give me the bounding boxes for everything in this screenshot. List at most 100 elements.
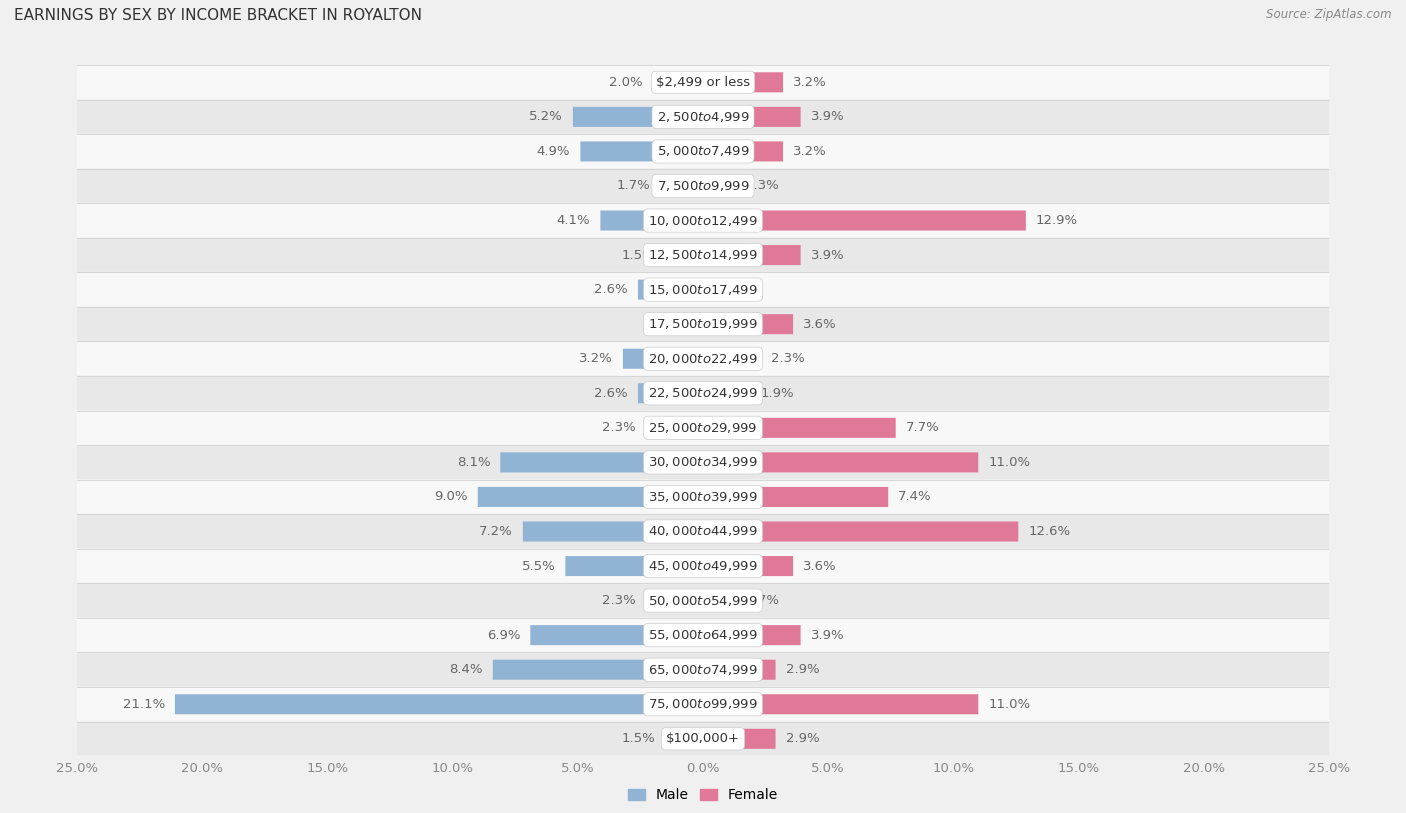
- Text: 2.3%: 2.3%: [602, 421, 636, 434]
- Text: 0.0%: 0.0%: [713, 283, 747, 296]
- FancyBboxPatch shape: [70, 135, 1336, 168]
- FancyBboxPatch shape: [492, 659, 703, 680]
- FancyBboxPatch shape: [703, 314, 793, 334]
- Text: 2.0%: 2.0%: [609, 76, 643, 89]
- Text: 5.2%: 5.2%: [529, 111, 562, 124]
- Text: $5,000 to $7,499: $5,000 to $7,499: [657, 145, 749, 159]
- FancyBboxPatch shape: [572, 107, 703, 127]
- FancyBboxPatch shape: [652, 72, 703, 93]
- FancyBboxPatch shape: [70, 446, 1336, 479]
- Text: 8.1%: 8.1%: [457, 456, 491, 469]
- Text: 4.9%: 4.9%: [537, 145, 571, 158]
- Text: $75,000 to $99,999: $75,000 to $99,999: [648, 698, 758, 711]
- Text: 0.0%: 0.0%: [659, 318, 693, 331]
- FancyBboxPatch shape: [703, 349, 761, 369]
- FancyBboxPatch shape: [665, 245, 703, 265]
- Text: 11.0%: 11.0%: [988, 698, 1031, 711]
- Text: 1.7%: 1.7%: [617, 180, 651, 193]
- FancyBboxPatch shape: [703, 107, 800, 127]
- Text: Source: ZipAtlas.com: Source: ZipAtlas.com: [1267, 8, 1392, 21]
- FancyBboxPatch shape: [70, 273, 1336, 307]
- Text: 3.6%: 3.6%: [803, 318, 837, 331]
- Text: $20,000 to $22,499: $20,000 to $22,499: [648, 352, 758, 366]
- FancyBboxPatch shape: [70, 100, 1336, 133]
- Text: EARNINGS BY SEX BY INCOME BRACKET IN ROYALTON: EARNINGS BY SEX BY INCOME BRACKET IN ROY…: [14, 8, 422, 23]
- Text: 7.2%: 7.2%: [479, 525, 513, 538]
- Text: 7.4%: 7.4%: [898, 490, 932, 503]
- FancyBboxPatch shape: [703, 487, 889, 507]
- Text: $2,499 or less: $2,499 or less: [657, 76, 749, 89]
- Text: 1.9%: 1.9%: [761, 387, 794, 400]
- Text: 3.6%: 3.6%: [803, 559, 837, 572]
- Text: $7,500 to $9,999: $7,500 to $9,999: [657, 179, 749, 193]
- FancyBboxPatch shape: [70, 376, 1336, 410]
- Text: 3.9%: 3.9%: [811, 249, 844, 262]
- FancyBboxPatch shape: [70, 411, 1336, 445]
- Text: $35,000 to $39,999: $35,000 to $39,999: [648, 490, 758, 504]
- Text: $45,000 to $49,999: $45,000 to $49,999: [648, 559, 758, 573]
- FancyBboxPatch shape: [703, 556, 793, 576]
- FancyBboxPatch shape: [70, 66, 1336, 99]
- Text: 5.5%: 5.5%: [522, 559, 555, 572]
- FancyBboxPatch shape: [703, 176, 735, 196]
- Text: $55,000 to $64,999: $55,000 to $64,999: [648, 628, 758, 642]
- Text: $2,500 to $4,999: $2,500 to $4,999: [657, 110, 749, 124]
- FancyBboxPatch shape: [70, 653, 1336, 686]
- Text: $12,500 to $14,999: $12,500 to $14,999: [648, 248, 758, 262]
- Text: 11.0%: 11.0%: [988, 456, 1031, 469]
- Text: 2.6%: 2.6%: [595, 283, 628, 296]
- Text: 3.9%: 3.9%: [811, 628, 844, 641]
- Text: 3.2%: 3.2%: [793, 145, 827, 158]
- Text: $50,000 to $54,999: $50,000 to $54,999: [648, 593, 758, 607]
- FancyBboxPatch shape: [70, 722, 1336, 755]
- Text: 1.5%: 1.5%: [621, 249, 655, 262]
- FancyBboxPatch shape: [501, 452, 703, 472]
- Text: 21.1%: 21.1%: [122, 698, 165, 711]
- FancyBboxPatch shape: [581, 141, 703, 162]
- Text: 12.6%: 12.6%: [1028, 525, 1070, 538]
- FancyBboxPatch shape: [70, 307, 1336, 341]
- Text: $25,000 to $29,999: $25,000 to $29,999: [648, 421, 758, 435]
- FancyBboxPatch shape: [70, 688, 1336, 721]
- Text: 7.7%: 7.7%: [905, 421, 939, 434]
- Text: $17,500 to $19,999: $17,500 to $19,999: [648, 317, 758, 331]
- Text: 3.2%: 3.2%: [793, 76, 827, 89]
- FancyBboxPatch shape: [703, 521, 1018, 541]
- Text: 3.2%: 3.2%: [579, 352, 613, 365]
- FancyBboxPatch shape: [645, 418, 703, 438]
- FancyBboxPatch shape: [70, 619, 1336, 652]
- Text: 2.3%: 2.3%: [770, 352, 804, 365]
- FancyBboxPatch shape: [70, 584, 1336, 617]
- FancyBboxPatch shape: [703, 141, 783, 162]
- FancyBboxPatch shape: [70, 238, 1336, 272]
- Text: $22,500 to $24,999: $22,500 to $24,999: [648, 386, 758, 400]
- Text: 1.3%: 1.3%: [745, 180, 779, 193]
- FancyBboxPatch shape: [703, 659, 776, 680]
- Text: $30,000 to $34,999: $30,000 to $34,999: [648, 455, 758, 469]
- Text: 0.97%: 0.97%: [737, 594, 779, 607]
- FancyBboxPatch shape: [703, 72, 783, 93]
- FancyBboxPatch shape: [703, 211, 1026, 231]
- Text: 4.1%: 4.1%: [557, 214, 591, 227]
- FancyBboxPatch shape: [478, 487, 703, 507]
- FancyBboxPatch shape: [70, 515, 1336, 548]
- Text: $100,000+: $100,000+: [666, 733, 740, 746]
- FancyBboxPatch shape: [661, 176, 703, 196]
- FancyBboxPatch shape: [645, 590, 703, 611]
- FancyBboxPatch shape: [70, 480, 1336, 514]
- Text: 2.6%: 2.6%: [595, 387, 628, 400]
- FancyBboxPatch shape: [638, 383, 703, 403]
- Text: 2.3%: 2.3%: [602, 594, 636, 607]
- Text: 2.9%: 2.9%: [786, 733, 820, 746]
- FancyBboxPatch shape: [174, 694, 703, 715]
- FancyBboxPatch shape: [523, 521, 703, 541]
- Text: $15,000 to $17,499: $15,000 to $17,499: [648, 283, 758, 297]
- FancyBboxPatch shape: [70, 342, 1336, 376]
- Text: 9.0%: 9.0%: [434, 490, 468, 503]
- FancyBboxPatch shape: [703, 728, 776, 749]
- Text: $10,000 to $12,499: $10,000 to $12,499: [648, 214, 758, 228]
- FancyBboxPatch shape: [70, 550, 1336, 583]
- Legend: Male, Female: Male, Female: [623, 783, 783, 808]
- Text: $40,000 to $44,999: $40,000 to $44,999: [648, 524, 758, 538]
- FancyBboxPatch shape: [565, 556, 703, 576]
